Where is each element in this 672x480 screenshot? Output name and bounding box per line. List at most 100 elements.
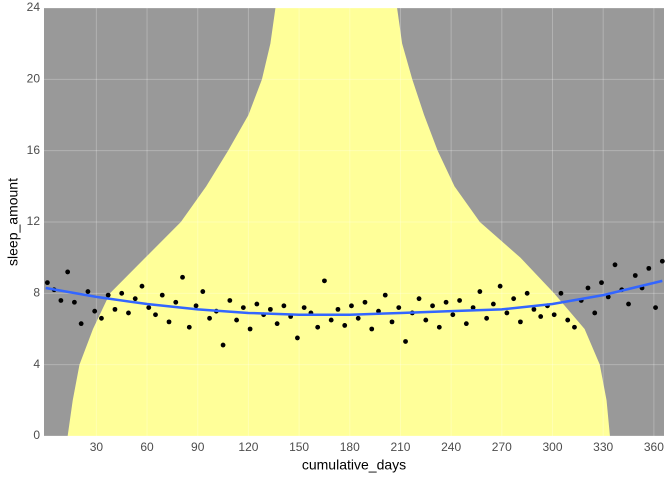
point — [396, 305, 402, 310]
point — [274, 321, 280, 327]
x-tick-label: 180 — [340, 440, 360, 454]
point — [524, 290, 530, 296]
point — [58, 298, 64, 303]
point — [72, 299, 77, 305]
point — [159, 292, 165, 298]
point — [612, 262, 618, 268]
point — [518, 319, 523, 325]
point — [315, 324, 321, 330]
point — [538, 314, 544, 319]
point — [78, 321, 84, 327]
point — [44, 280, 50, 286]
point — [267, 306, 273, 312]
point — [436, 324, 442, 330]
point — [470, 305, 476, 310]
point — [626, 301, 631, 307]
point — [457, 298, 462, 303]
point — [132, 296, 138, 302]
point — [382, 292, 388, 298]
point — [193, 303, 199, 309]
point — [551, 312, 557, 318]
point — [355, 315, 361, 321]
point — [295, 335, 300, 341]
point — [281, 303, 287, 309]
point — [592, 310, 598, 316]
y-tick-label: 4 — [33, 357, 40, 371]
point — [389, 319, 395, 325]
point — [92, 308, 98, 314]
point — [572, 324, 577, 330]
x-tick-label: 330 — [593, 440, 613, 454]
x-tick-label: 60 — [140, 440, 154, 454]
point — [463, 321, 469, 327]
point — [497, 283, 503, 289]
x-tick-label: 360 — [644, 440, 664, 454]
point — [254, 301, 260, 307]
point — [342, 323, 348, 328]
x-tick-label: 30 — [90, 440, 104, 454]
point — [349, 303, 354, 309]
point — [646, 265, 652, 271]
point — [416, 296, 422, 302]
point — [322, 278, 327, 284]
point — [227, 298, 233, 303]
point — [605, 294, 611, 300]
y-tick-label: 16 — [27, 143, 41, 157]
y-tick-label: 12 — [27, 214, 41, 228]
x-tick-label: 210 — [390, 440, 410, 454]
point — [200, 289, 206, 294]
y-axis-title: sleep_amount — [5, 178, 21, 266]
point — [240, 305, 246, 310]
point — [450, 312, 456, 318]
point — [632, 273, 638, 278]
point — [423, 317, 429, 323]
daylight-band — [67, 8, 610, 436]
point — [180, 274, 185, 280]
point — [173, 299, 179, 305]
y-tick-label: 24 — [27, 0, 41, 14]
x-tick-label: 120 — [238, 440, 258, 454]
point — [477, 289, 483, 294]
point — [362, 299, 368, 305]
y-tick-label: 20 — [27, 72, 41, 86]
x-tick-label: 300 — [542, 440, 562, 454]
point — [139, 283, 145, 289]
x-tick-label: 270 — [492, 440, 512, 454]
smooth-line — [45, 279, 663, 316]
point — [599, 280, 604, 286]
point — [484, 315, 490, 321]
point — [119, 290, 125, 296]
point — [105, 292, 111, 298]
y-tick-label: 8 — [33, 286, 40, 300]
point — [504, 310, 510, 316]
x-tick-label: 240 — [441, 440, 461, 454]
x-tick-label: 90 — [191, 440, 205, 454]
point — [99, 315, 104, 321]
point — [653, 305, 658, 310]
point — [186, 324, 192, 330]
point — [403, 339, 408, 344]
point — [234, 317, 239, 323]
point — [511, 296, 517, 302]
point — [376, 308, 381, 314]
y-tick-label: 0 — [33, 428, 40, 442]
point — [443, 299, 449, 305]
point — [659, 258, 665, 264]
point — [430, 303, 435, 309]
x-axis-title: cumulative_days — [302, 457, 406, 473]
point — [146, 305, 152, 310]
point — [220, 342, 226, 348]
point — [490, 301, 496, 307]
point — [112, 306, 118, 312]
point — [65, 269, 71, 275]
point — [335, 306, 341, 312]
point — [328, 317, 334, 323]
point — [126, 310, 131, 316]
point — [247, 326, 253, 332]
point — [301, 305, 307, 310]
point — [585, 285, 591, 291]
point — [565, 317, 571, 323]
point — [207, 315, 212, 321]
point — [85, 289, 91, 294]
